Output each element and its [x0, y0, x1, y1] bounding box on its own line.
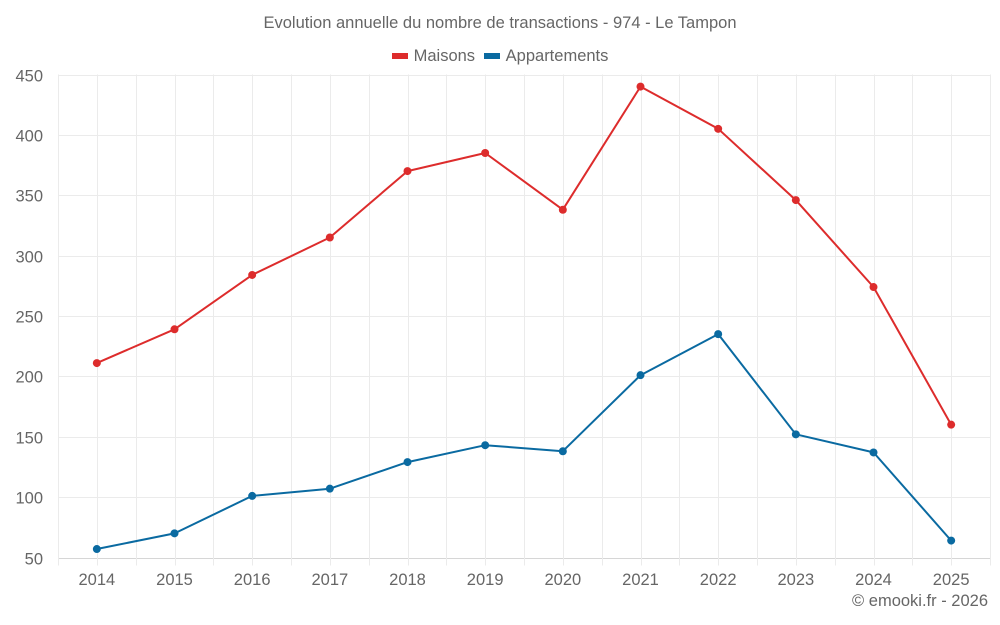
y-tick-label: 250 [15, 309, 43, 327]
credit-text: © emooki.fr - 2026 [852, 592, 988, 610]
series-appartements [92, 330, 956, 554]
data-point-maisons[interactable] [403, 167, 412, 176]
legend-item-appartements[interactable]: Appartements [483, 46, 609, 66]
data-point-maisons[interactable] [714, 124, 723, 133]
legend-item-maisons[interactable]: Maisons [391, 46, 476, 66]
series-line-maisons [96, 85, 953, 426]
y-tick-label: 200 [15, 369, 43, 387]
data-point-maisons[interactable] [248, 270, 257, 279]
y-tick-label: 300 [15, 249, 43, 267]
x-tick-label: 2024 [855, 571, 892, 589]
series-group [92, 82, 956, 554]
x-axis: 2014 2015 2016 2017 2018 2019 2020 2021 2022 2023… [78, 571, 969, 589]
grid [58, 74, 991, 566]
x-tick-label: 2021 [622, 571, 659, 589]
data-point-appartements[interactable] [558, 447, 567, 456]
data-point-maisons[interactable] [636, 82, 645, 91]
x-tick-label: 2016 [234, 571, 271, 589]
y-tick-label: 50 [25, 551, 43, 569]
legend: Maisons Appartements [0, 45, 1000, 66]
data-point-maisons[interactable] [558, 205, 567, 214]
legend-label-appartements: Appartements [505, 46, 609, 65]
y-axis: 50 100 150 200 250 300 350 400 450 [15, 68, 43, 569]
series-line-appartements [96, 333, 952, 550]
y-tick-label: 450 [15, 68, 43, 86]
data-point-appartements[interactable] [248, 491, 257, 500]
x-tick-label: 2020 [544, 571, 581, 589]
data-point-appartements[interactable] [791, 430, 800, 439]
data-point-appartements[interactable] [403, 458, 412, 467]
data-point-maisons[interactable] [481, 148, 490, 157]
data-point-maisons[interactable] [92, 359, 101, 368]
x-tick-label: 2025 [933, 571, 970, 589]
data-point-appartements[interactable] [947, 536, 956, 545]
y-tick-label: 400 [15, 128, 43, 146]
x-tick-label: 2017 [311, 571, 348, 589]
data-point-maisons[interactable] [869, 283, 878, 292]
x-tick-label: 2015 [156, 571, 193, 589]
x-tick-label: 2019 [467, 571, 504, 589]
x-tick-label: 2014 [78, 571, 115, 589]
y-tick-label: 350 [15, 188, 43, 206]
data-point-appartements[interactable] [92, 545, 101, 554]
x-tick-label: 2022 [700, 571, 737, 589]
legend-swatch-maisons [391, 53, 408, 59]
y-tick-label: 150 [15, 430, 43, 448]
data-point-appartements[interactable] [325, 484, 334, 493]
data-point-appartements[interactable] [636, 371, 645, 380]
series-maisons [92, 82, 956, 429]
x-tick-label: 2023 [777, 571, 814, 589]
data-point-appartements[interactable] [481, 441, 490, 450]
legend-swatch-appartements [483, 53, 500, 59]
data-point-appartements[interactable] [170, 529, 179, 538]
data-point-maisons[interactable] [170, 325, 179, 334]
chart-title: Evolution annuelle du nombre de transact… [263, 14, 737, 32]
data-point-appartements[interactable] [714, 330, 723, 339]
data-point-maisons[interactable] [791, 196, 800, 205]
data-point-maisons[interactable] [947, 420, 956, 429]
y-tick-label: 100 [15, 490, 43, 508]
data-point-appartements[interactable] [869, 448, 878, 457]
data-point-maisons[interactable] [325, 233, 334, 242]
x-tick-label: 2018 [389, 571, 426, 589]
legend-label-maisons: Maisons [413, 46, 476, 65]
